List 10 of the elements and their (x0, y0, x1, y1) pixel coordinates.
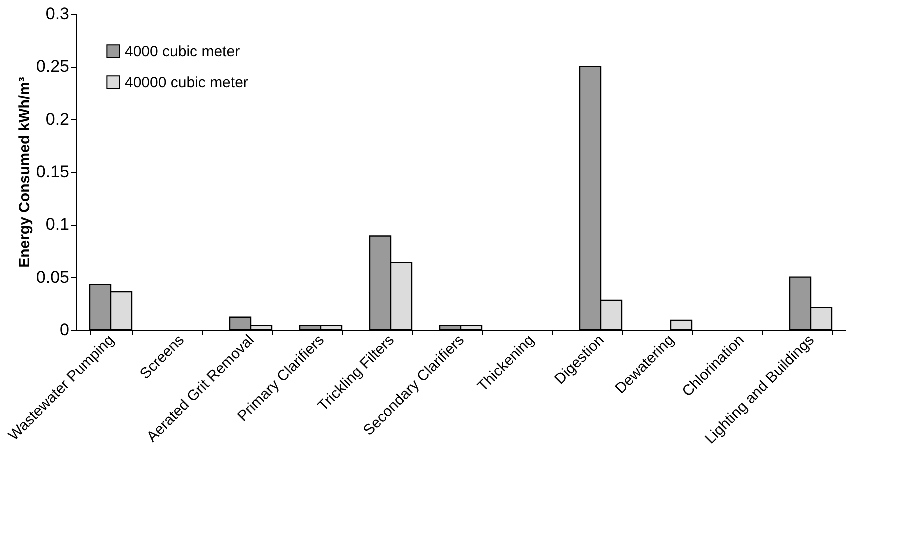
y-tick-label: 0 (60, 320, 70, 340)
y-tick-label: 0.15 (36, 162, 70, 182)
legend-label: 40000 cubic meter (125, 74, 248, 92)
y-tick-label: 0.25 (36, 57, 70, 76)
y-axis-title: Energy Consumed kWh/m³ (16, 77, 34, 268)
y-tick-label: 0.3 (46, 4, 70, 24)
y-tick-label: 0.05 (36, 268, 70, 287)
legend-label: 4000 cubic meter (125, 44, 240, 60)
y-tick-label: 0.1 (46, 215, 70, 234)
y-tick-label: 0.2 (46, 110, 70, 129)
